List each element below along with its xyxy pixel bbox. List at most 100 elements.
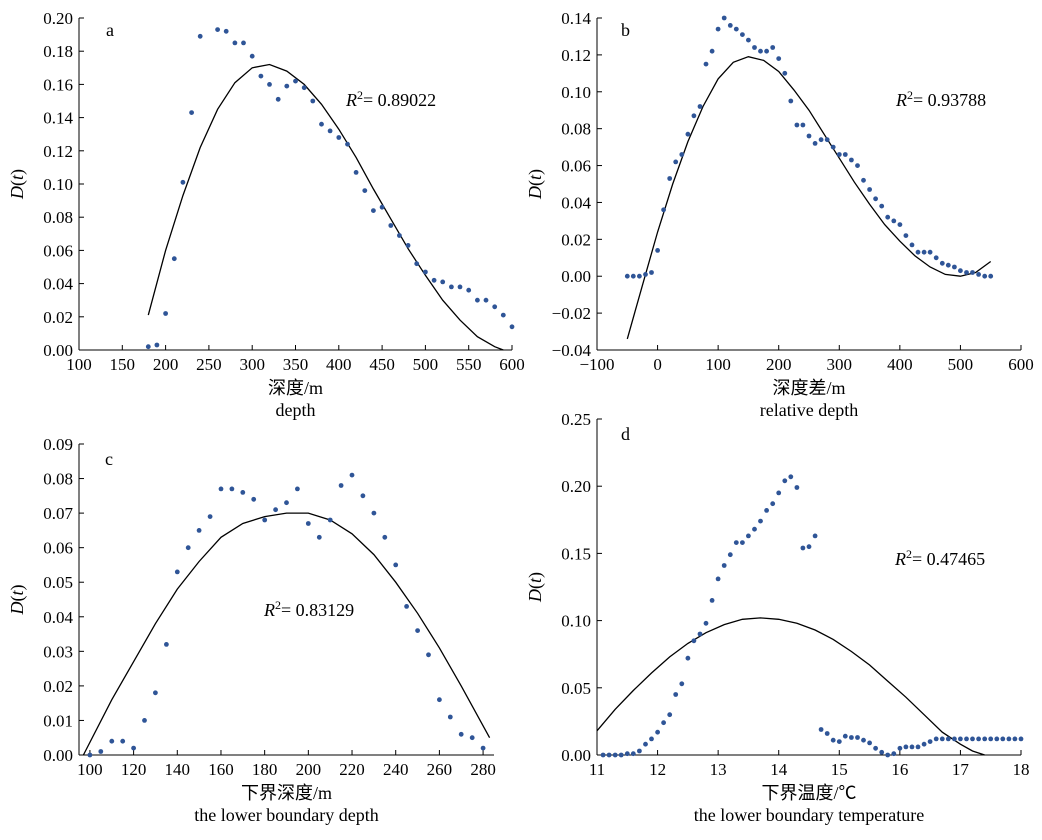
data-point (1006, 736, 1012, 742)
data-point (770, 501, 776, 507)
data-point (174, 569, 180, 575)
data-point (776, 56, 782, 61)
data-point (891, 218, 897, 224)
data-point (733, 540, 739, 545)
y-label-var: t (525, 577, 545, 583)
data-point (746, 37, 751, 43)
x-axis-label-cn: 下界温度/℃ (761, 783, 856, 803)
data-point (643, 741, 648, 747)
data-point (758, 518, 763, 524)
data-point (327, 128, 333, 134)
data-point (782, 70, 788, 76)
data-point (207, 514, 213, 519)
data-point (691, 113, 697, 119)
r-squared-symbol: R (895, 90, 907, 110)
x-tick-label: 13 (710, 760, 727, 779)
data-point (721, 15, 727, 21)
data-point (982, 273, 988, 279)
x-axis-label-cn: 深度/m (268, 378, 323, 398)
data-point (740, 32, 745, 37)
x-axis-label-cn: 下界深度/m (241, 783, 332, 803)
data-point (709, 598, 715, 603)
x-tick-label: 100 (77, 760, 103, 779)
data-point (667, 712, 673, 718)
data-point (475, 297, 480, 303)
data-point (715, 26, 721, 32)
x-tick-label: 11 (589, 760, 605, 779)
r-squared-exponent: 2 (907, 88, 913, 102)
data-point (164, 642, 169, 647)
y-label-paren: ( (7, 596, 28, 602)
panel-label: c (105, 449, 113, 469)
y-tick-label: 0.04 (43, 608, 73, 627)
data-point (812, 533, 818, 539)
data-point (185, 545, 191, 551)
y-label-paren: ) (525, 169, 546, 175)
data-point (197, 33, 203, 39)
data-point (679, 152, 685, 157)
x-tick-label: 400 (887, 355, 913, 374)
y-tick-label: 0.08 (561, 120, 591, 139)
data-point (873, 196, 878, 202)
data-point (301, 85, 307, 91)
data-point (267, 82, 272, 87)
r-squared-symbol: R (263, 600, 275, 620)
data-point (353, 170, 359, 175)
y-tick-label: −0.04 (552, 341, 592, 360)
data-point (842, 152, 848, 157)
data-point (431, 277, 437, 283)
data-point (933, 736, 939, 742)
data-point (836, 739, 842, 744)
data-point (469, 735, 475, 741)
data-point (836, 152, 842, 157)
data-point (921, 741, 927, 747)
data-point (740, 540, 745, 545)
data-point (466, 287, 472, 293)
data-point (240, 490, 246, 495)
data-point (437, 697, 442, 703)
r-squared-symbol: R (894, 549, 906, 569)
data-point (661, 720, 666, 726)
data-point (649, 736, 654, 742)
data-point (293, 78, 298, 84)
data-point (171, 256, 177, 262)
data-point (830, 737, 836, 743)
x-axis-label-en: the lower boundary depth (194, 805, 378, 825)
data-point (891, 751, 897, 757)
data-point (976, 736, 981, 742)
data-point (685, 131, 691, 137)
x-tick-label: 600 (1008, 355, 1034, 374)
y-tick-label: 0.12 (561, 46, 591, 65)
y-tick-label: 0.08 (43, 470, 73, 489)
x-tick-label: 600 (499, 355, 525, 374)
data-point (994, 736, 1000, 742)
data-point (258, 73, 264, 79)
panel-label: b (621, 20, 630, 40)
x-tick-label: 350 (283, 355, 309, 374)
r-squared-annotation: R2= 0.47465 (894, 547, 985, 569)
y-tick-label: 0.10 (561, 612, 591, 631)
fit-curve (147, 63, 504, 351)
y-label-main: D (525, 186, 545, 200)
data-point (189, 110, 195, 115)
data-point (685, 655, 691, 661)
data-point (982, 736, 988, 742)
data-point (249, 53, 255, 59)
x-tick-label: 300 (827, 355, 853, 374)
y-tick-label: 0.06 (43, 241, 73, 260)
y-tick-label: 0.00 (561, 746, 591, 765)
data-point (362, 188, 368, 194)
x-tick-label: 16 (891, 760, 908, 779)
data-point (873, 745, 878, 751)
y-tick-label: −0.02 (552, 304, 591, 323)
data-point (830, 144, 836, 150)
data-point (336, 135, 342, 140)
x-tick-label: 200 (296, 760, 322, 779)
data-point (715, 576, 721, 582)
y-tick-label: 0.02 (561, 230, 591, 249)
data-point (788, 98, 794, 104)
x-tick-label: 140 (165, 760, 191, 779)
data-point (509, 324, 515, 330)
data-point (727, 552, 733, 558)
